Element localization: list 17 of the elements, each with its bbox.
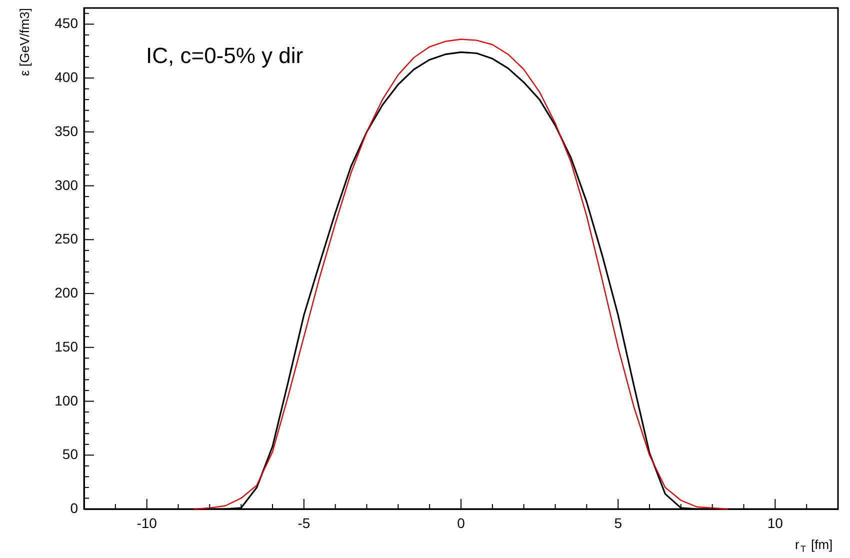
y-tick-label: 200 xyxy=(54,284,78,301)
y-tick-label: 100 xyxy=(54,392,78,408)
x-tick-label: -10 xyxy=(136,515,158,531)
y-tick-label: 150 xyxy=(54,338,78,354)
y-tick-label: 450 xyxy=(54,15,78,32)
x-tick-label: 0 xyxy=(457,515,466,531)
y-tick-label: 0 xyxy=(70,500,78,516)
x-tick-label: 5 xyxy=(614,515,622,531)
x-tick-label: 10 xyxy=(767,515,784,531)
y-tick-label: 250 xyxy=(54,230,78,247)
y-tick-label: 50 xyxy=(62,446,78,462)
annotation: IC, c=0-5% y dir xyxy=(146,43,304,68)
y-tick-label: 400 xyxy=(54,69,78,86)
x-tick-label: -5 xyxy=(298,515,310,531)
y-tick-label: 300 xyxy=(54,176,78,193)
y-axis-title: ε [GeV/fm3] xyxy=(17,8,32,76)
y-tick-label: 350 xyxy=(54,122,78,139)
